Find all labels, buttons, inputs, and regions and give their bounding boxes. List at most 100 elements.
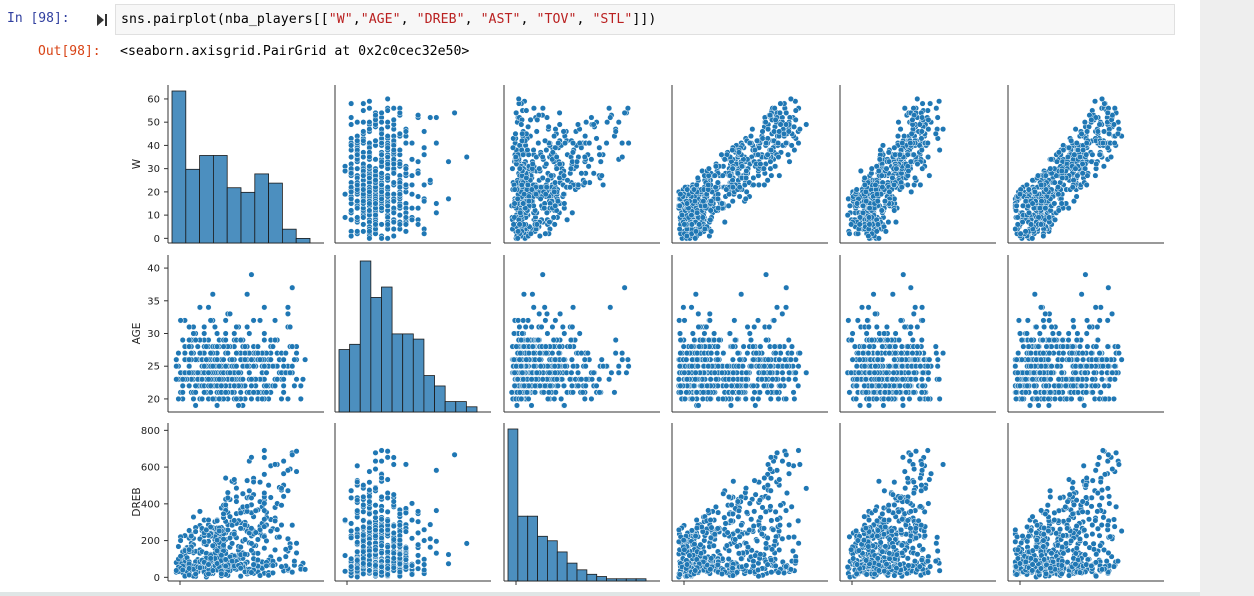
point-w-age-428	[378, 109, 385, 116]
point-age-ast-413	[729, 356, 736, 363]
point-w-age-421	[348, 207, 355, 214]
hist-bar-w-4	[226, 187, 242, 244]
point-age-w-457	[302, 356, 309, 363]
point-w-age-379	[348, 170, 355, 177]
point-w-age-330	[378, 195, 385, 202]
point-age-tov-480	[919, 304, 926, 311]
point-age-dreb-436	[543, 350, 550, 357]
point-w-stl-488	[1092, 172, 1099, 179]
point-age-tov-355	[873, 323, 880, 331]
point-w-dreb-472	[561, 200, 568, 207]
point-age-w-517	[205, 376, 212, 383]
point-age-dreb-376	[547, 382, 554, 389]
code-cell-editor[interactable]: sns.pairplot(nba_players[["W","AGE", "DR…	[115, 4, 1175, 35]
output-repr: <seaborn.axisgrid.PairGrid at 0x2c0cec32…	[120, 44, 470, 59]
point-age-tov-503	[916, 395, 923, 402]
point-w-ast-422	[776, 128, 783, 135]
point-age-dreb-21	[596, 376, 603, 383]
point-w-stl-469	[1074, 147, 1082, 154]
point-age-w-306	[179, 389, 186, 396]
point-w-dreb-426	[530, 105, 537, 112]
point-w-stl-78	[1053, 158, 1061, 165]
point-age-ast-72	[749, 395, 756, 402]
point-age-dreb-396	[581, 356, 588, 363]
point-age-w-500	[196, 350, 203, 357]
point-age-dreb-461	[569, 389, 576, 396]
point-w-dreb-415	[555, 140, 562, 147]
point-w-age-491	[366, 188, 373, 195]
point-w-dreb-512	[516, 165, 523, 172]
point-w-stl-507	[1037, 221, 1045, 228]
point-age-ast-256	[688, 304, 695, 311]
point-w-tov-413	[891, 144, 898, 151]
point-w-age-511	[402, 165, 409, 172]
point-age-ast-338	[739, 363, 746, 370]
point-w-stl-295	[1107, 153, 1115, 161]
point-w-dreb-459	[512, 153, 519, 161]
point-age-w-370	[188, 350, 195, 357]
point-w-tov-306	[882, 228, 889, 235]
point-w-dreb-502	[536, 165, 543, 172]
point-age-tov-264	[865, 402, 873, 409]
point-w-stl-333	[1096, 121, 1103, 128]
point-age-tov-230	[903, 389, 910, 396]
point-w-ast-271	[712, 163, 719, 170]
point-w-ast-488	[768, 172, 775, 179]
input-prompt: In [98]:	[7, 11, 70, 26]
point-age-tov-513	[918, 336, 925, 344]
point-w-tov-329	[899, 140, 906, 147]
point-w-stl-477	[1038, 198, 1045, 205]
point-w-stl-490	[1022, 228, 1029, 235]
point-age-tov-464	[907, 330, 914, 337]
point-w-age-350	[378, 151, 385, 158]
point-w-dreb-484	[524, 181, 531, 188]
point-w-ast-490	[692, 228, 699, 235]
point-w-tov-373	[891, 207, 898, 214]
point-age-ast-401	[773, 389, 780, 396]
notebook-area: In [98]: sns.pairplot(nba_players[["W","…	[0, 4, 1200, 596]
point-w-dreb-322	[509, 165, 516, 172]
point-age-tov-462	[857, 402, 864, 409]
point-age-stl-219	[1089, 376, 1096, 383]
point-w-ast-519	[729, 184, 736, 191]
point-age-w-93	[280, 382, 287, 389]
point-w-ast-284	[759, 135, 766, 142]
point-age-ast-436	[753, 350, 760, 357]
point-age-dreb-54	[590, 369, 597, 376]
point-w-ast-443	[767, 112, 774, 119]
point-w-ast-144	[759, 128, 766, 135]
point-w-age-269	[433, 209, 440, 216]
point-w-age-464	[408, 140, 416, 147]
point-w-dreb-29	[585, 163, 592, 170]
point-w-age-439	[390, 147, 397, 154]
point-age-w-476	[239, 376, 246, 383]
point-w-age-93	[360, 119, 367, 126]
point-w-dreb-356	[621, 109, 628, 116]
point-w-dreb-399	[532, 191, 540, 198]
point-age-tov-72	[906, 395, 913, 402]
point-w-dreb-428	[513, 109, 520, 116]
point-age-w-186	[280, 376, 287, 383]
point-age-tov-33	[845, 317, 852, 324]
point-age-ast-465	[683, 350, 690, 357]
point-w-ast-402	[684, 186, 691, 193]
point-w-tov-498	[844, 212, 851, 219]
point-w-age-444	[378, 188, 385, 195]
point-age-w-410	[244, 323, 251, 331]
point-age-w-486	[233, 350, 240, 357]
point-age-dreb-392	[568, 382, 576, 389]
point-w-tov-263	[940, 126, 947, 133]
hist-bar-age-7	[412, 338, 425, 413]
run-cell-icon[interactable]	[96, 13, 108, 27]
point-age-dreb-381	[568, 369, 575, 376]
point-age-ast-430	[714, 343, 721, 350]
point-w-stl-489	[1022, 198, 1029, 205]
point-w-dreb-224	[586, 140, 593, 147]
point-age-dreb-403	[518, 336, 525, 344]
point-w-dreb-405	[542, 230, 549, 237]
point-w-ast-506	[743, 167, 750, 175]
point-age-w-464	[261, 330, 268, 337]
point-age-w-183	[235, 402, 242, 409]
point-age-ast-269	[680, 304, 687, 311]
point-age-dreb-401	[596, 389, 603, 396]
